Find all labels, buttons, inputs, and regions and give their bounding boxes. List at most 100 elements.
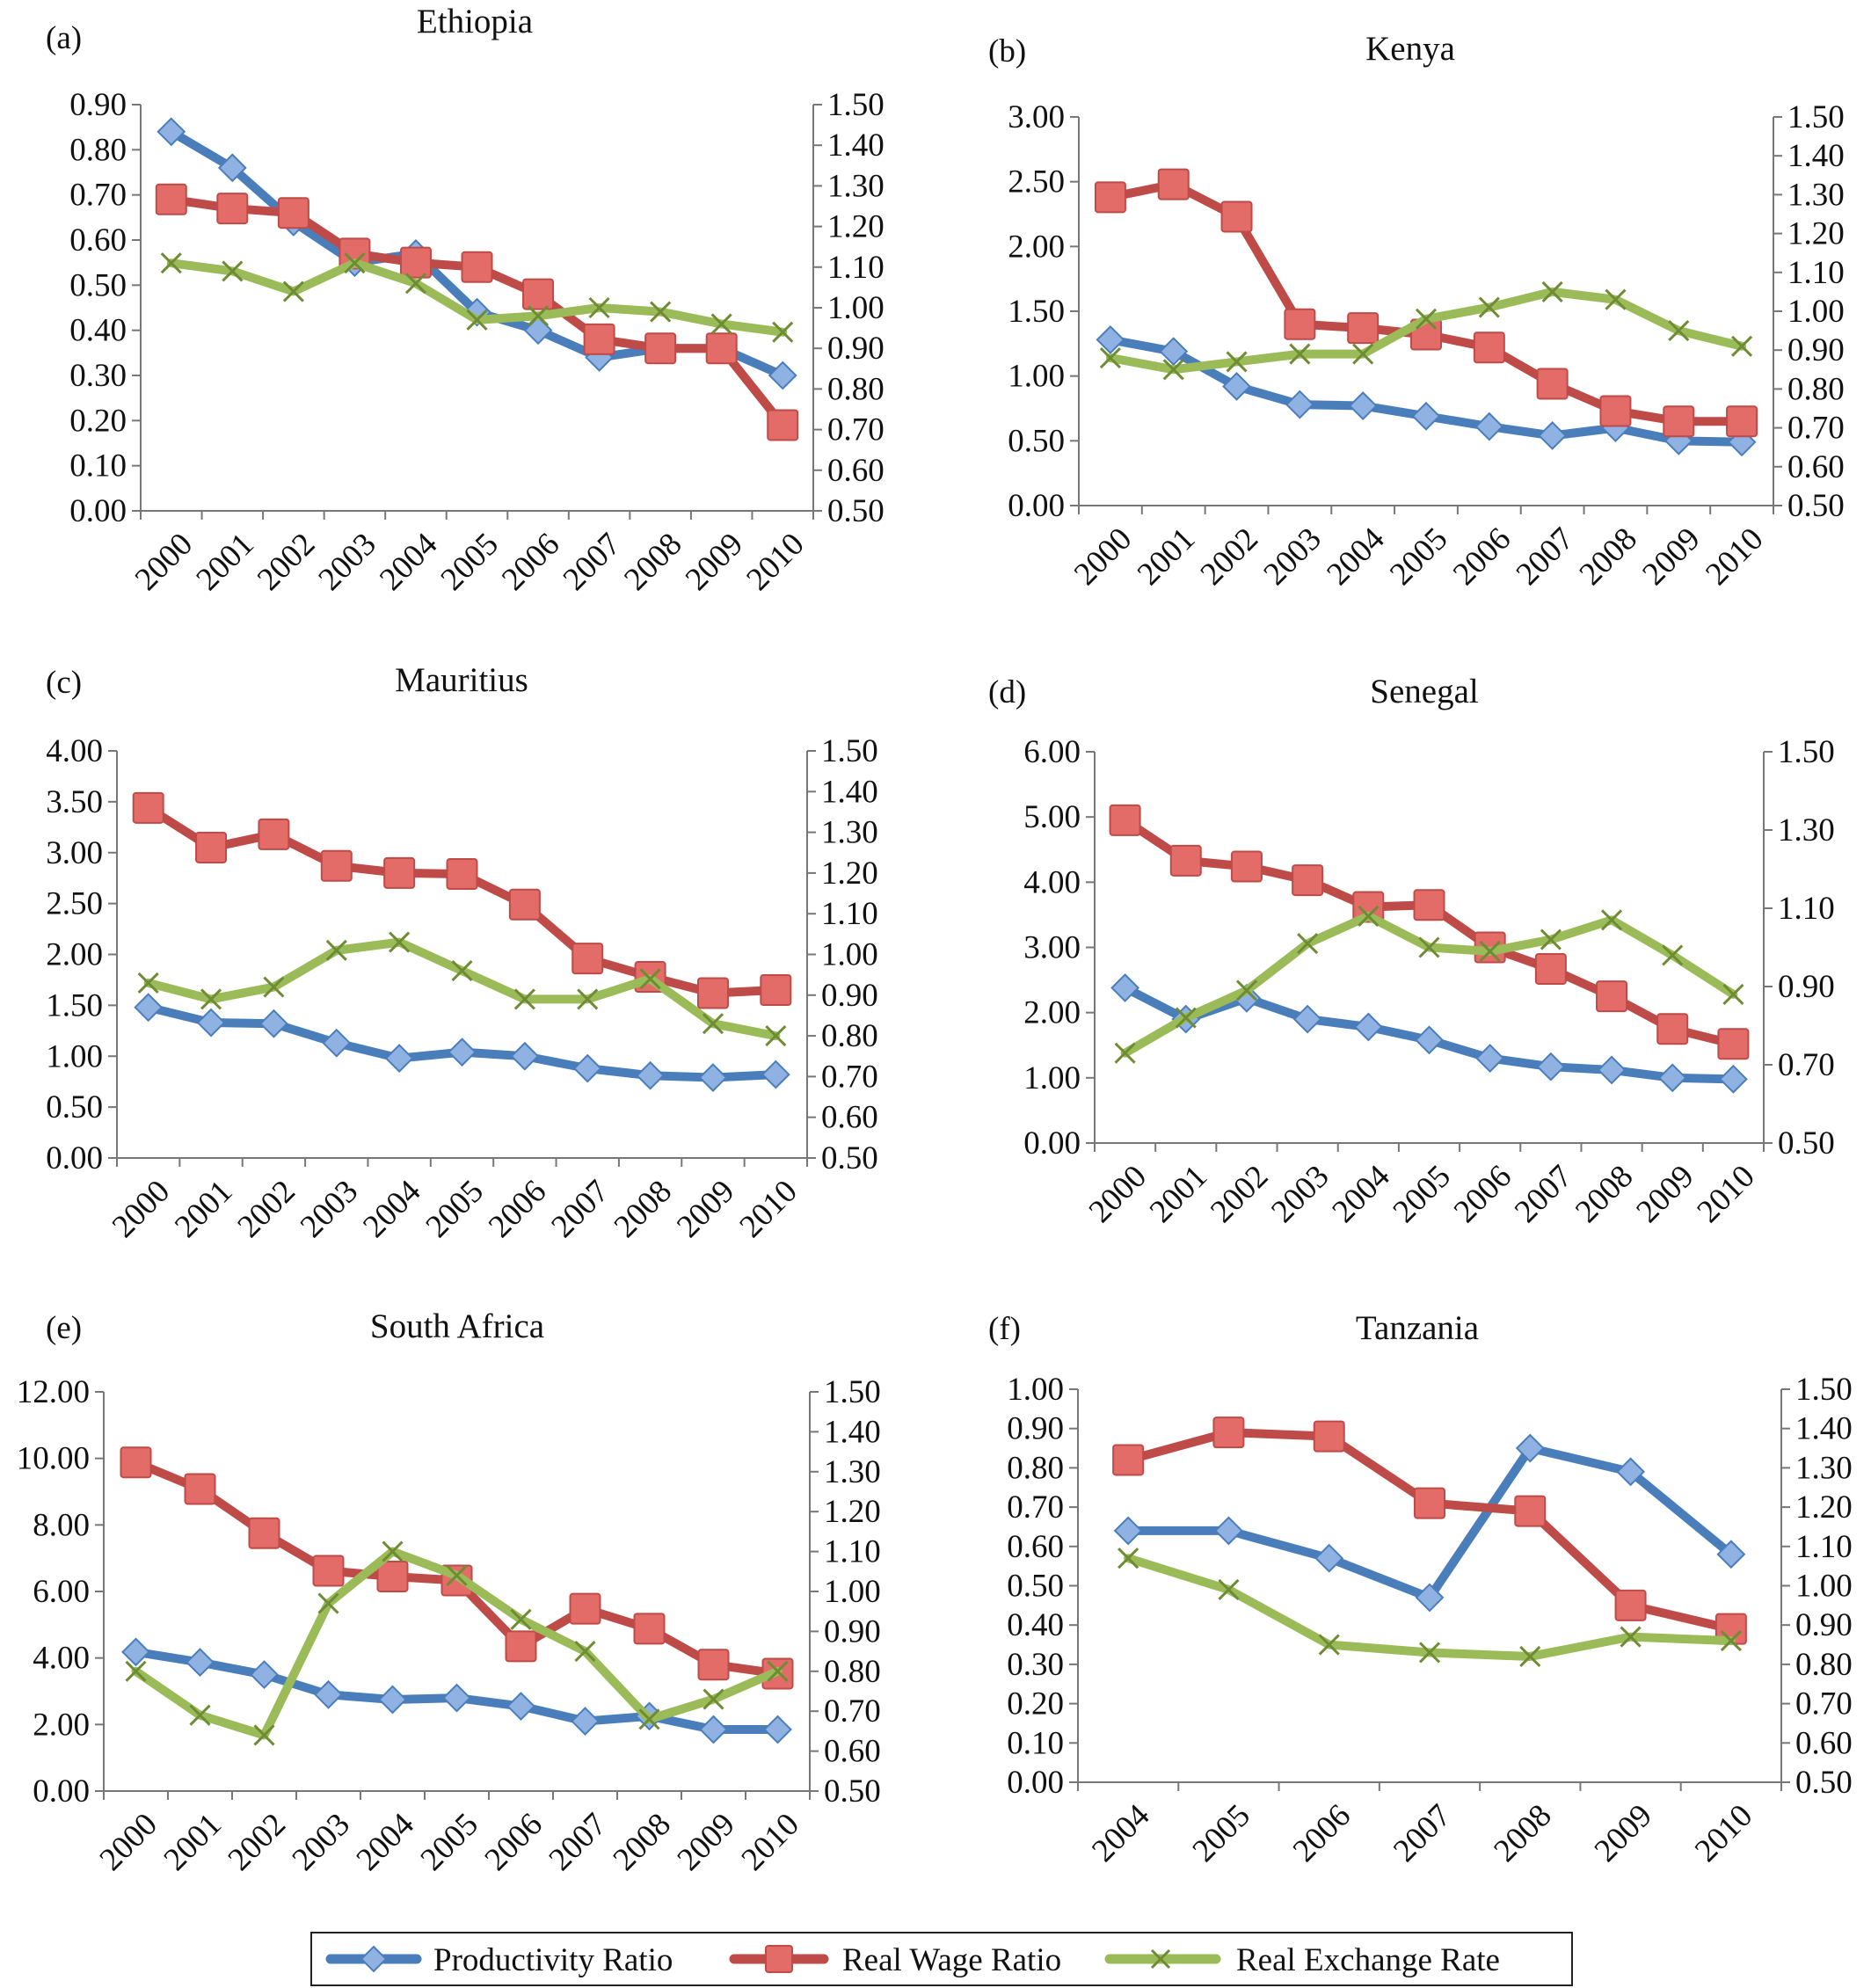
x-tick-label: 2000 [1082, 1158, 1154, 1229]
left-tick-label: 3.00 [46, 835, 103, 871]
data-point-exchange [1318, 1634, 1340, 1656]
right-tick-label: 0.90 [821, 978, 878, 1014]
left-tick-label: 4.00 [46, 733, 103, 769]
x-tick-label: 2003 [1257, 521, 1329, 592]
data-point-productivity [1292, 1004, 1322, 1034]
left-tick-label: 5.00 [1023, 799, 1081, 835]
series-wage [132, 791, 792, 1009]
data-point-exchange [1118, 1547, 1139, 1569]
right-tick-label: 0.50 [1787, 488, 1845, 524]
data-point-productivity [1716, 1540, 1746, 1569]
data-point-wage [1212, 1416, 1245, 1449]
data-point-productivity [157, 117, 186, 147]
data-point-exchange [1418, 1642, 1441, 1664]
left-tick-label: 0.30 [69, 358, 127, 394]
right-tick-label: 1.30 [1795, 1450, 1853, 1486]
data-point-exchange [189, 1704, 211, 1726]
x-tick-label: 2003 [286, 1806, 357, 1877]
x-tick-label: 2004 [373, 526, 444, 597]
data-point-productivity [217, 153, 247, 183]
data-point-exchange [263, 976, 285, 998]
data-point-wage [248, 1517, 280, 1549]
right-tick-label: 1.20 [1795, 1489, 1853, 1526]
x-tick-label: 2002 [231, 1173, 302, 1244]
right-tick-label: 1.50 [824, 1374, 881, 1410]
data-point-exchange [1540, 928, 1562, 950]
data-point-productivity [761, 1060, 790, 1089]
data-point-exchange [253, 1724, 275, 1746]
x-tick-label: 2007 [544, 1173, 615, 1244]
x-tick-label: 2003 [312, 526, 383, 597]
data-point-productivity [442, 1683, 471, 1713]
right-tick-label: 1.10 [1795, 1529, 1853, 1565]
right-tick-label: 0.80 [1787, 371, 1845, 407]
data-point-exchange [160, 252, 182, 274]
data-point-exchange [344, 252, 366, 274]
x-tick-label: 2002 [1204, 1158, 1275, 1229]
data-point-wage [1284, 308, 1316, 340]
x-tick-label: 2004 [1325, 1158, 1396, 1229]
left-tick-label: 2.50 [1008, 164, 1065, 200]
data-point-productivity [1110, 973, 1140, 1002]
data-point-exchange [1218, 1578, 1240, 1601]
right-tick-label: 1.00 [824, 1574, 881, 1610]
series-exchange [1118, 1547, 1742, 1668]
right-tick-label: 1.00 [821, 937, 878, 973]
right-tick-label: 0.50 [824, 1773, 881, 1810]
chart-panel-1: (a) Ethiopia 0.00 0.10 0.20 0.30 0.40 0.50 0.60 0… [46, 3, 885, 598]
data-point-wage [1230, 850, 1263, 883]
right-tick-label: 1.10 [821, 896, 878, 932]
data-point-productivity [1285, 390, 1314, 419]
x-tick-label: 2003 [294, 1173, 365, 1244]
x-tick-label: 2005 [414, 1806, 485, 1877]
x-tick-label: 2001 [1131, 521, 1202, 592]
right-tick-label: 0.70 [1778, 1047, 1835, 1083]
chart-panel-5: (e) South Africa 0.00 2.00 4.00 6.00 8.00 10.00… [17, 1307, 881, 1878]
data-point-wage [1534, 952, 1567, 985]
data-point-productivity [636, 1060, 666, 1090]
series-line-wage [1105, 179, 1747, 426]
right-tick-label: 1.10 [1778, 891, 1835, 927]
data-point-productivity [1159, 337, 1189, 367]
series-wage [155, 183, 799, 441]
x-tick-label: 2010 [739, 526, 811, 597]
x-tick-label: 2000 [128, 526, 200, 597]
data-point-wage [1656, 1013, 1689, 1045]
data-point-exchange [222, 260, 244, 282]
data-point-exchange [1519, 1645, 1541, 1668]
left-tick-label: 0.60 [1007, 1529, 1064, 1565]
left-tick-label: 0.90 [1007, 1411, 1064, 1447]
series-productivity [1110, 973, 1748, 1094]
data-point-exchange [710, 313, 732, 335]
chart-title: Kenya [1365, 30, 1455, 68]
data-point-exchange [1620, 1626, 1642, 1648]
data-point-productivity [1348, 391, 1378, 420]
left-tick-label: 0.90 [69, 87, 127, 123]
x-tick-label: 2009 [671, 1806, 742, 1877]
series-wage [1112, 1416, 1747, 1645]
left-tick-label: 0.70 [69, 178, 127, 214]
right-tick-label: 0.50 [1778, 1125, 1835, 1161]
series-productivity [134, 993, 790, 1092]
x-tick-label: 2008 [617, 526, 688, 597]
left-tick-label: 0.40 [1007, 1607, 1064, 1643]
left-tick-label: 12.00 [17, 1374, 90, 1410]
data-point-productivity [196, 1008, 226, 1038]
data-point-exchange [1720, 1630, 1742, 1652]
data-point-wage [644, 332, 677, 365]
data-point-productivity [1353, 1012, 1383, 1042]
left-tick-label: 8.00 [33, 1507, 90, 1543]
data-point-wage [705, 332, 738, 365]
right-tick-label: 1.00 [827, 290, 885, 326]
left-tick-label: 10.00 [17, 1441, 90, 1477]
data-point-productivity [1616, 1457, 1645, 1487]
data-point-wage [312, 1555, 345, 1587]
data-point-exchange [767, 1660, 789, 1682]
left-tick-label: 1.00 [1007, 1372, 1064, 1408]
right-tick-label: 0.50 [827, 493, 885, 529]
data-point-wage [1599, 395, 1632, 427]
legend-label-exchange: Real Exchange Rate [1236, 1942, 1500, 1978]
data-point-productivity [1657, 1063, 1687, 1093]
data-point-wage [1220, 200, 1253, 233]
left-tick-label: 0.40 [69, 313, 127, 349]
